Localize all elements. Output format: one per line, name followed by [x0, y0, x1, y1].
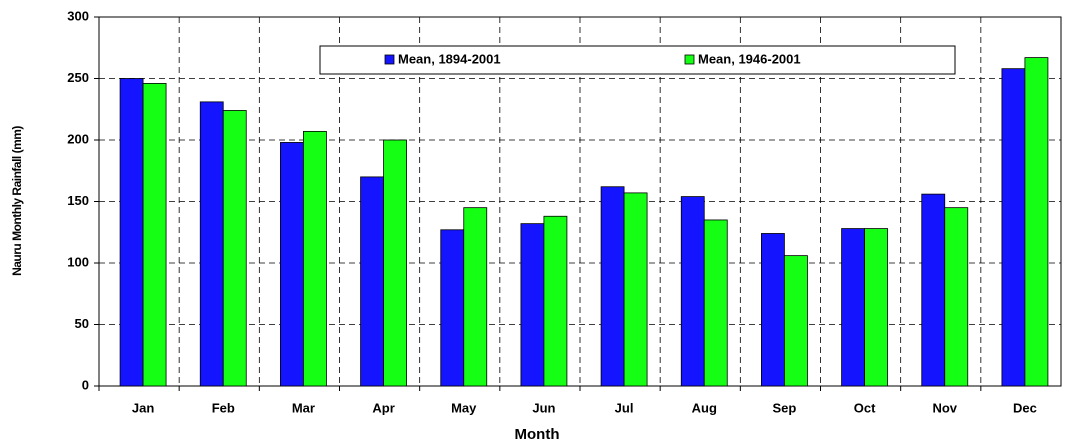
y-tick-label: 200 — [67, 131, 89, 146]
bar — [303, 130, 327, 387]
bar — [199, 101, 224, 387]
legend-swatch — [684, 54, 695, 65]
y-tick-label: 50 — [75, 316, 89, 331]
bar — [703, 219, 728, 387]
x-tick-label: Oct — [854, 400, 876, 415]
bar — [944, 207, 969, 387]
bar — [841, 228, 865, 387]
bar — [623, 192, 648, 387]
y-tick-label: 150 — [67, 193, 89, 208]
bar — [1001, 68, 1026, 387]
x-tick-label: Aug — [692, 400, 717, 415]
bar — [921, 193, 946, 387]
x-tick-label: Feb — [212, 400, 235, 415]
x-tick-label: Sep — [772, 400, 796, 415]
y-axis-label: Nauru Monthly Rainfall (mm) — [10, 126, 24, 276]
bar — [142, 83, 167, 387]
bar — [543, 215, 568, 387]
x-axis-label: Month — [515, 426, 560, 443]
x-tick-label: Jan — [132, 400, 154, 415]
bar — [864, 228, 888, 387]
y-tick-label: 100 — [67, 254, 89, 269]
x-tick-label: Jul — [615, 400, 634, 415]
bar — [784, 255, 808, 387]
y-tick-label: 0 — [82, 377, 89, 392]
bar — [222, 110, 247, 387]
legend-label: Mean, 1894-2001 — [398, 51, 501, 66]
y-tick-label: 300 — [67, 8, 89, 23]
legend-box — [319, 45, 956, 75]
bar — [119, 78, 144, 387]
x-tick-label: May — [451, 400, 477, 415]
x-tick-label: Dec — [1013, 400, 1037, 415]
legend-label: Mean, 1946-2001 — [698, 51, 801, 66]
x-tick-label: Apr — [372, 400, 394, 415]
legend-swatch — [384, 54, 395, 65]
bar — [360, 176, 384, 387]
x-tick-label: Mar — [292, 400, 315, 415]
x-tick-label: Jun — [532, 400, 555, 415]
bar — [383, 139, 407, 387]
bar — [1024, 57, 1049, 387]
x-tick-label: Nov — [932, 400, 957, 415]
bar — [680, 196, 705, 387]
bar — [761, 233, 785, 387]
y-tick-label: 250 — [67, 70, 89, 85]
bar — [280, 142, 304, 387]
bar — [520, 223, 545, 387]
bar — [463, 207, 488, 387]
bar — [600, 186, 625, 387]
bar — [440, 229, 465, 387]
